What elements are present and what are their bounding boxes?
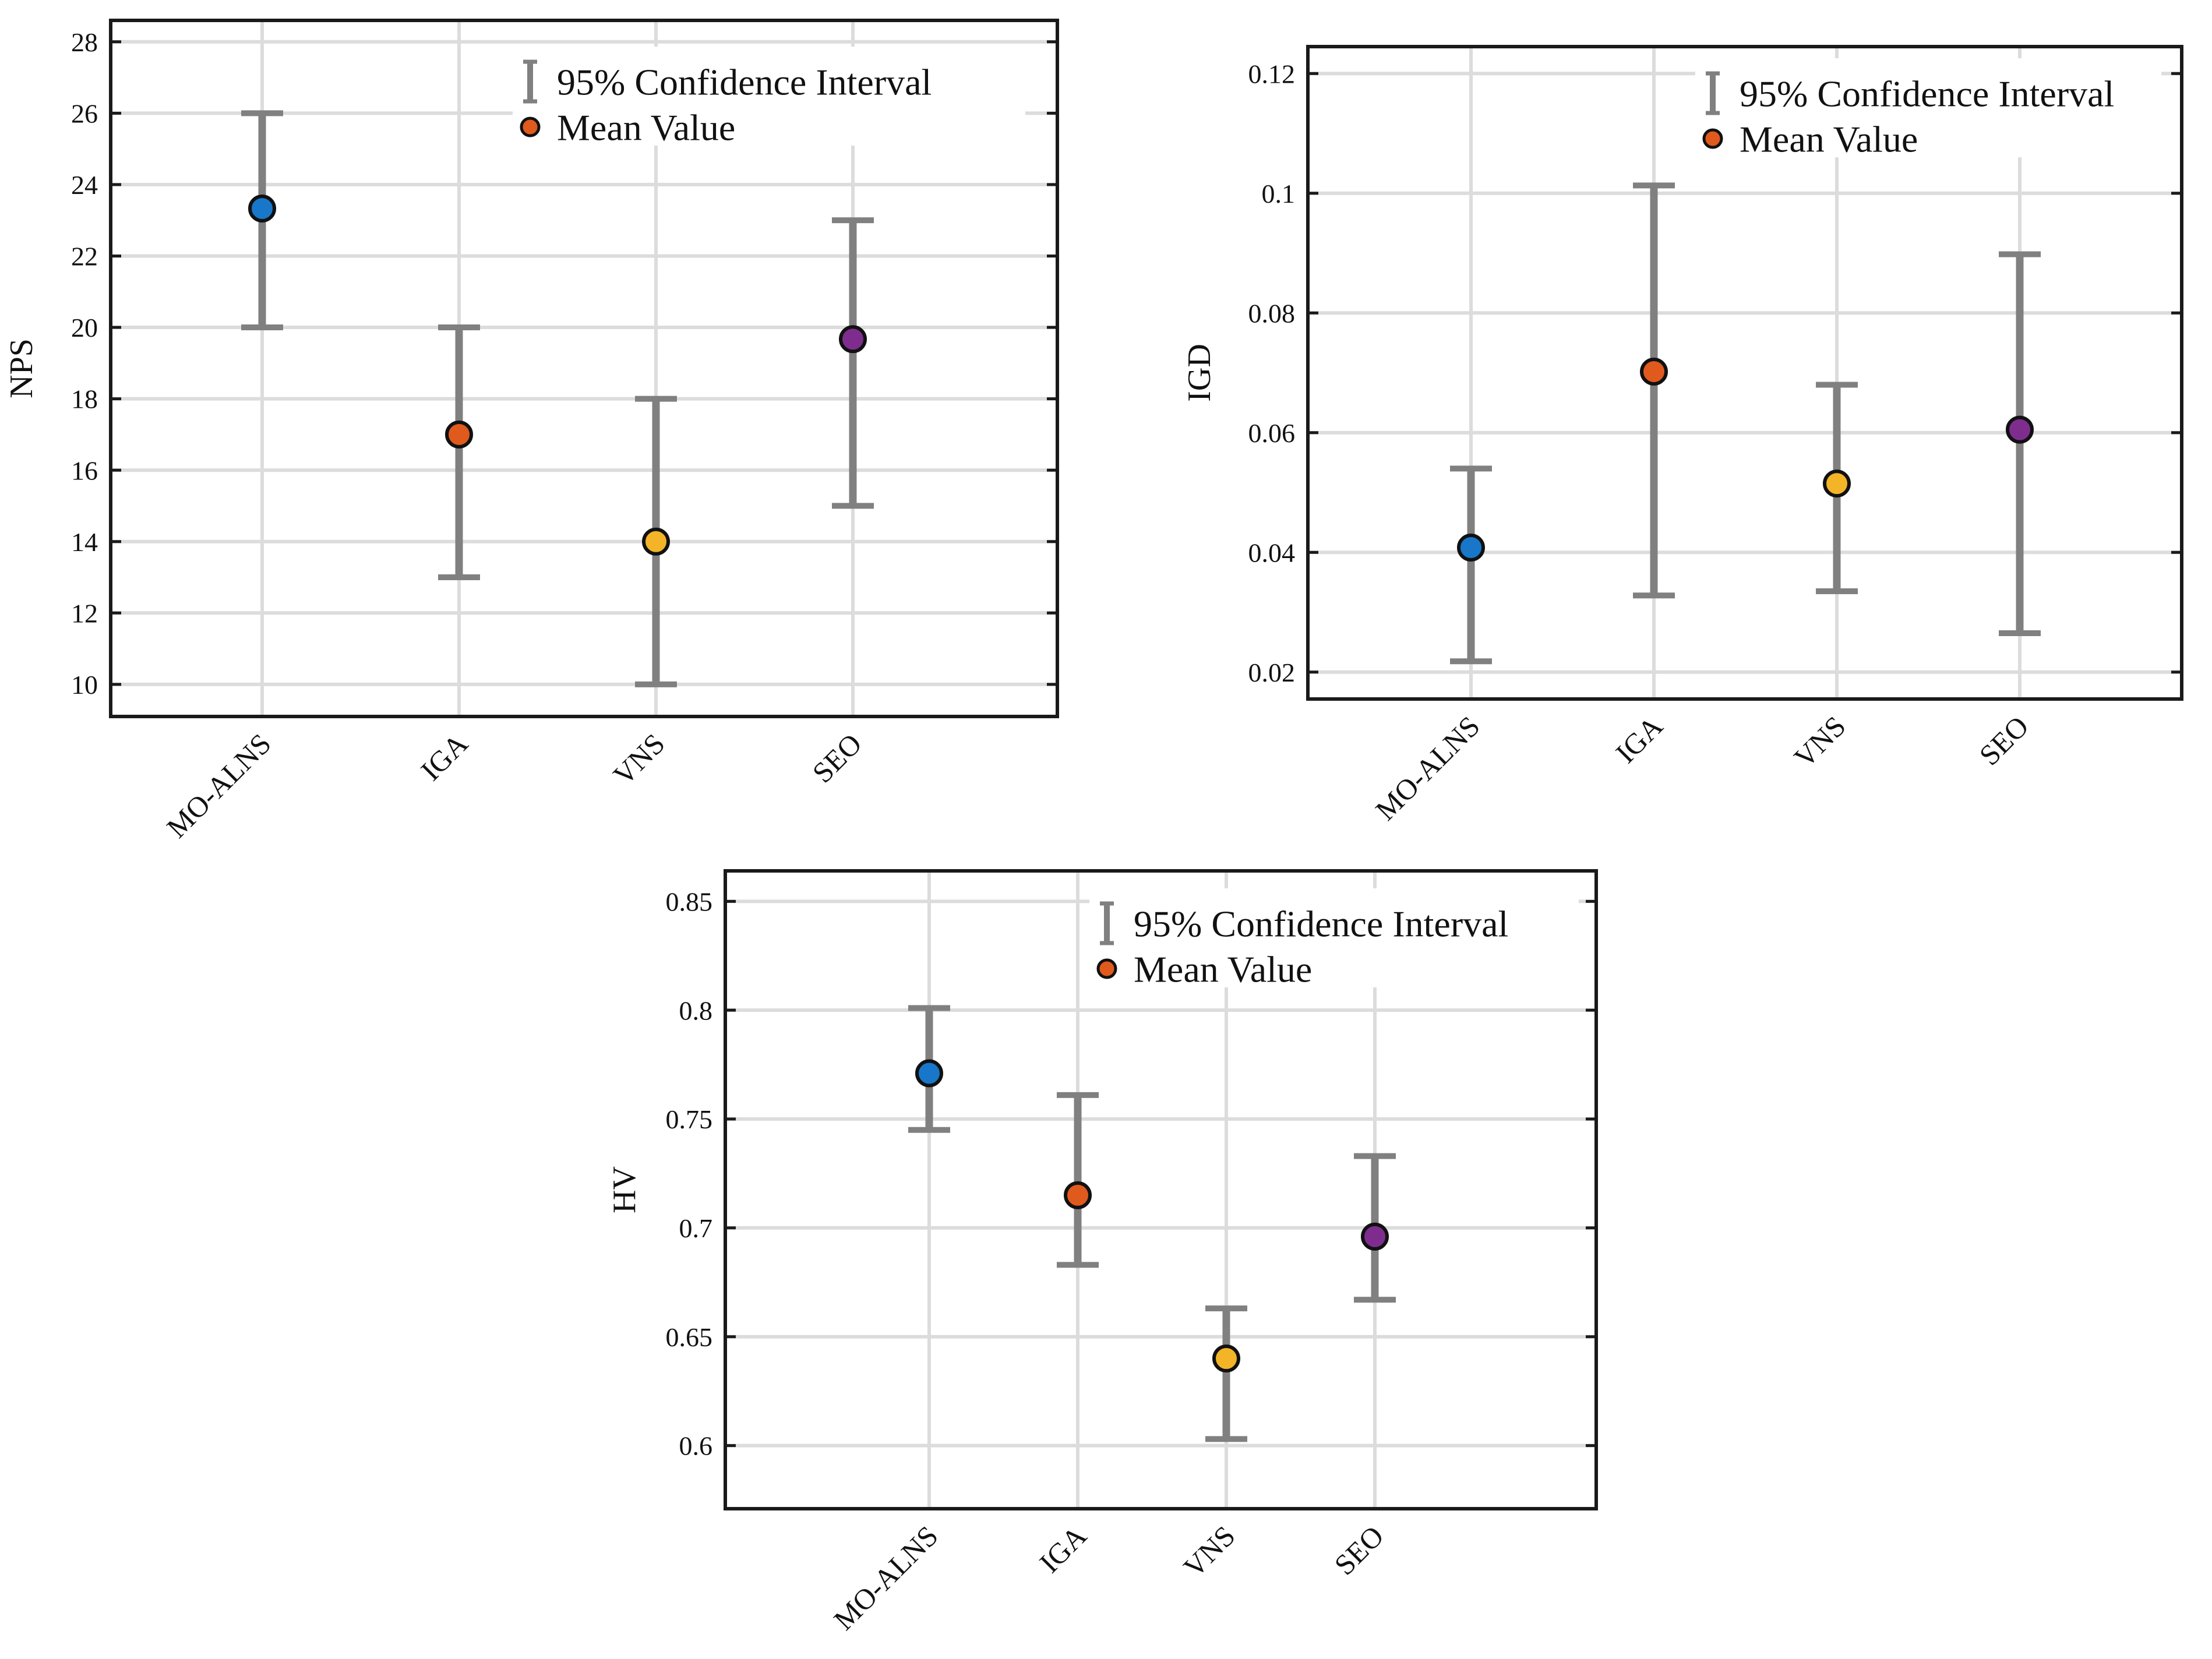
panel-hv-mean-marker-seo <box>1361 1222 1389 1251</box>
panel-nps-xtick-label-vns: VNS <box>606 727 671 791</box>
panel-hv-legend-box <box>1089 888 1579 987</box>
panel-igd-mean-marker-seo <box>2006 415 2034 444</box>
panel-igd-ylabel: IGD <box>1181 344 1218 402</box>
errorbar-icon <box>1100 901 1114 945</box>
panel-hv-axes-frame <box>724 869 1598 1510</box>
panel-igd-ytick-label: 0.04 <box>1248 538 1296 567</box>
panel-igd-ytick-label: 0.02 <box>1248 658 1296 687</box>
panel-nps-mean-marker-iga <box>445 420 473 449</box>
panel-nps-ylabel: NPS <box>3 338 40 398</box>
panel-nps-ytick-label: 14 <box>71 527 98 557</box>
panel-nps-ytick-label: 10 <box>71 670 98 700</box>
panel-hv-ytick-label: 0.6 <box>679 1431 713 1461</box>
panel-igd-errorbar-seo <box>1999 251 2041 636</box>
panel-nps-legend-mean-label: Mean Value <box>557 107 735 148</box>
panel-nps-legend-ci-label: 95% Confidence Interval <box>557 61 932 103</box>
panel-nps-ytick-label: 26 <box>71 98 98 128</box>
panel-hv-ytick-label: 0.85 <box>666 887 713 916</box>
panel-hv-errorbar-vns <box>1205 1305 1247 1442</box>
circle-marker-icon <box>1702 128 1723 149</box>
panel-nps-chart: 10 12 14 16 18 20 22 24 26 28 MO-ALNS IGA VNS SEO NPS 9… <box>3 19 1059 844</box>
panel-hv-xtick-label-vns: VNS <box>1177 1519 1241 1583</box>
panel-nps-ytick-label: 24 <box>71 170 98 200</box>
panel-nps-mean-marker-vns <box>642 527 670 556</box>
panel-igd-xtick-label-seo: SEO <box>1973 710 2034 771</box>
panel-nps-ytick-label: 18 <box>71 384 98 414</box>
panel-nps-ytick-label: 12 <box>71 598 98 628</box>
panel-igd-xtick-label-mo-alns: MO-ALNS <box>1369 710 1486 827</box>
panel-nps-ytick-label: 28 <box>71 27 98 57</box>
panel-hv-legend-mean-label: Mean Value <box>1134 948 1312 990</box>
panel-nps-axes-frame <box>109 19 1059 718</box>
panel-hv-chart: 0.6 0.65 0.7 0.75 0.8 0.85 MO-ALNS IGA VNS SEO HV 9… <box>606 869 1598 1636</box>
panel-hv-xtick-label-seo: SEO <box>1328 1519 1389 1581</box>
panel-igd-xtick-label-vns: VNS <box>1787 710 1851 774</box>
panel-nps-mean-marker-seo <box>839 325 867 354</box>
panel-igd-errorbar-mo-alns <box>1450 465 1492 665</box>
panel-nps-ytick-label: 22 <box>71 242 98 271</box>
panel-hv-legend-ci-label: 95% Confidence Interval <box>1134 903 1508 944</box>
panel-hv-mean-marker-iga <box>1064 1181 1092 1209</box>
panel-nps-mean-marker-mo-alns <box>248 194 276 223</box>
panel-igd-errorbar-iga <box>1633 182 1675 599</box>
panel-hv-xtick-label-mo-alns: MO-ALNS <box>827 1519 944 1636</box>
panel-igd-chart: 0.02 0.04 0.06 0.08 0.1 0.12 MO-ALNS IGA VNS SEO I… <box>1181 45 2183 827</box>
panel-igd-ytick-label: 0.08 <box>1248 298 1296 328</box>
panel-hv-ytick-label: 0.65 <box>666 1322 713 1352</box>
panel-igd-xtick-label-iga: IGA <box>1609 710 1668 769</box>
panel-hv-xtick-label-iga: IGA <box>1033 1519 1092 1579</box>
errorbar-icon <box>523 59 537 104</box>
panel-igd-ytick-label: 0.06 <box>1248 418 1296 448</box>
panel-igd-mean-marker-mo-alns <box>1457 534 1485 562</box>
panel-nps-errorbar-iga <box>438 324 480 580</box>
errorbar-icon <box>1706 71 1720 115</box>
panel-hv-mean-marker-mo-alns <box>915 1059 943 1088</box>
panel-igd-legend-box <box>1695 58 2161 157</box>
panel-igd-legend-ci-label: 95% Confidence Interval <box>1740 73 2114 114</box>
panel-hv-mean-marker-vns <box>1212 1344 1240 1373</box>
panel-nps-legend-box <box>513 47 1025 146</box>
panel-nps-errorbar-seo <box>832 217 874 509</box>
panel-igd-mean-marker-vns <box>1823 470 1851 498</box>
panel-igd-mean-marker-iga <box>1640 357 1668 386</box>
panel-igd-legend-mean-label: Mean Value <box>1740 118 1918 160</box>
panel-nps-xtick-label-seo: SEO <box>806 727 867 789</box>
panel-igd-ytick-label: 0.12 <box>1248 59 1296 89</box>
panel-hv-ytick-label: 0.7 <box>679 1213 713 1243</box>
circle-marker-icon <box>1096 958 1117 979</box>
panel-nps-ytick-label: 20 <box>71 313 98 343</box>
circle-marker-icon <box>520 117 541 137</box>
panel-nps-ytick-label: 16 <box>71 456 98 485</box>
panel-igd-ytick-label: 0.1 <box>1262 179 1296 209</box>
panel-nps-xtick-label-mo-alns: MO-ALNS <box>160 727 277 844</box>
panel-nps-xtick-label-iga: IGA <box>414 727 474 786</box>
panel-hv-errorbar-iga <box>1057 1092 1099 1268</box>
panel-igd-axes-frame <box>1306 45 2183 701</box>
panel-hv-ytick-label: 0.8 <box>679 996 713 1025</box>
panel-hv-ytick-label: 0.75 <box>666 1104 713 1134</box>
panel-hv-ylabel: HV <box>606 1166 643 1213</box>
